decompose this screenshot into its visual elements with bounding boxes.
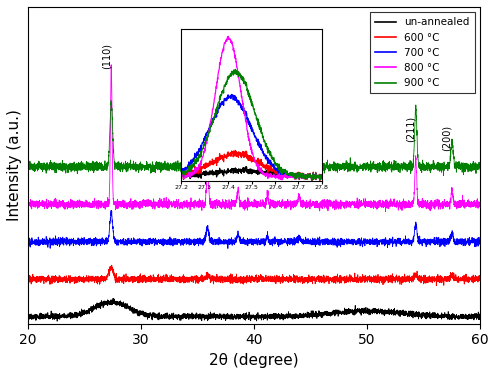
Text: (101): (101) xyxy=(197,125,207,151)
Text: (110): (110) xyxy=(101,43,111,69)
Text: (111): (111) xyxy=(257,136,267,162)
Text: (211): (211) xyxy=(406,116,416,142)
Text: (210): (210) xyxy=(289,136,299,163)
Text: (200): (200) xyxy=(442,125,452,151)
Text: (200): (200) xyxy=(228,136,238,163)
Y-axis label: Intensity (a.u.): Intensity (a.u.) xyxy=(7,110,22,221)
X-axis label: 2θ (degree): 2θ (degree) xyxy=(209,353,299,368)
Legend: un-annealed, 600 °C, 700 °C, 800 °C, 900 °C: un-annealed, 600 °C, 700 °C, 800 °C, 900… xyxy=(370,12,475,93)
